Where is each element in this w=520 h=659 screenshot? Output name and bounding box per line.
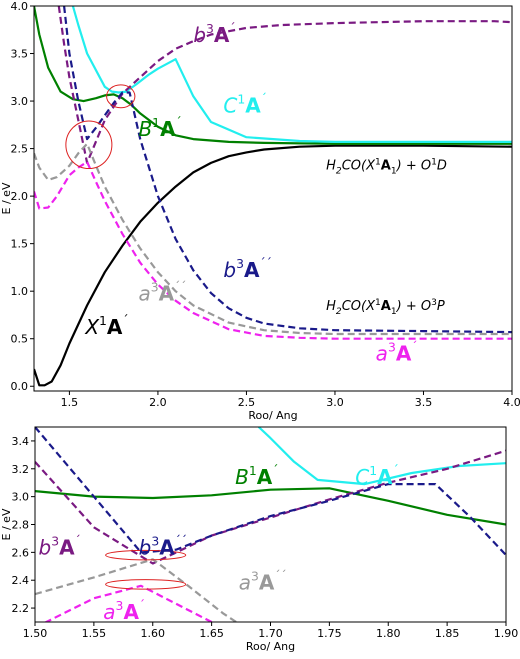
- y-tick-label: 2.2: [12, 602, 30, 615]
- state-label-a3App2: a3A´´: [239, 567, 287, 594]
- x-tick-label: 2.0: [149, 396, 167, 409]
- y-axis-label: E / eV: [0, 182, 13, 214]
- state-label-b3App: b3A´´: [223, 255, 271, 282]
- top-panel: 1.5 2.0 2.5 3.0 3.5 4.0 0.0 0.5 1.0 1.5 2.0 2.5 3.0 3…: [0, 0, 520, 422]
- series-line-4: [35, 558, 239, 622]
- crossing-ellipse-0: [65, 120, 113, 170]
- series-line-5: [43, 584, 215, 622]
- series-line-6: [34, 160, 512, 340]
- x-tick-label: 1.80: [376, 627, 401, 640]
- series-line-3: [35, 427, 506, 556]
- y-tick-label: 1.5: [11, 238, 29, 251]
- x-tick-label: 1.50: [23, 627, 48, 640]
- bottom-panel: 1.50 1.55 1.60 1.65 1.70 1.75 1.80 1.85 1.90 2.2 2…: [0, 426, 519, 653]
- x-tick-label: 2.5: [238, 396, 256, 409]
- x-tick-label: 1.65: [199, 627, 224, 640]
- y-tick-label: 3.0: [12, 491, 30, 504]
- state-label-B1Ap: B1A´: [138, 114, 181, 141]
- state-label-a3App: a3A´´: [138, 279, 186, 306]
- y-tick-label: 3.4: [12, 435, 30, 448]
- x-tick-label: 1.55: [82, 627, 107, 640]
- y-axis-label: E / eV: [0, 508, 13, 540]
- x-axis-label: Roo/ Ang: [246, 640, 295, 653]
- y-tick-label: 0.5: [11, 333, 29, 346]
- x-tick-label: 1.85: [435, 627, 460, 640]
- y-tick-label: 2.8: [12, 519, 30, 532]
- plot-area: [35, 427, 506, 622]
- x-tick-label: 3.5: [415, 396, 433, 409]
- state-label-B1Ap2: B1A´: [235, 462, 278, 489]
- crossing-ellipse-1: [105, 579, 187, 590]
- series-line-3: [57, 6, 512, 164]
- y-tick-label: 1.0: [11, 285, 29, 298]
- series-line-1: [34, 6, 512, 145]
- series-line-2: [35, 449, 506, 565]
- plot-area: [34, 6, 512, 387]
- series-line-1: [257, 427, 506, 486]
- y-tick-label: 2.4: [12, 574, 30, 587]
- state-label-C1Ap: C1A´: [223, 90, 267, 117]
- state-label-X1Ap: X1A´: [84, 312, 128, 339]
- state-label-C1Ap2: C1A´: [355, 462, 399, 489]
- crossing-ellipse-0: [105, 549, 187, 561]
- asymptote-label-o3p: H2CO(X1A1) + O3P: [326, 298, 445, 317]
- y-tick-label: 2.6: [12, 546, 30, 559]
- x-tick-label: 1.5: [61, 396, 79, 409]
- x-tick-label: 1.90: [494, 627, 519, 640]
- y-tick-label: 3.5: [11, 48, 29, 61]
- y-tick-label: 2.5: [11, 143, 29, 156]
- axes-frame: [33, 5, 513, 392]
- series-line-4: [63, 6, 512, 334]
- series-line-5: [34, 142, 512, 336]
- y-tick-label: 3.0: [11, 95, 29, 108]
- series-line-2: [71, 6, 512, 143]
- x-tick-label: 1.75: [317, 627, 342, 640]
- asymptote-label-o1d: H2CO(X1A1) + O1D: [326, 157, 447, 176]
- x-tick-label: 1.60: [141, 627, 166, 640]
- y-tick-label: 0.0: [11, 380, 29, 393]
- y-tick-label: 3.2: [12, 463, 30, 476]
- x-tick-label: 1.70: [258, 627, 283, 640]
- series-line-0: [34, 144, 512, 387]
- state-label-b3Ap2: b3A´: [39, 532, 81, 559]
- state-label-b3App2: b3A´´: [139, 532, 187, 559]
- series-line-0: [35, 487, 506, 526]
- state-label-b3Ap: b3A´: [193, 20, 235, 47]
- state-label-a3Ap2: a3A´: [103, 597, 145, 624]
- y-tick-label: 4.0: [11, 0, 29, 13]
- state-label-a3Ap: a3A´: [376, 339, 418, 366]
- y-tick-label: 2.0: [11, 190, 29, 203]
- x-axis-label: Roo/ Ang: [248, 409, 297, 422]
- x-tick-label: 4.0: [503, 396, 520, 409]
- x-tick-label: 3.0: [326, 396, 344, 409]
- crossing-ellipse-1: [106, 84, 136, 109]
